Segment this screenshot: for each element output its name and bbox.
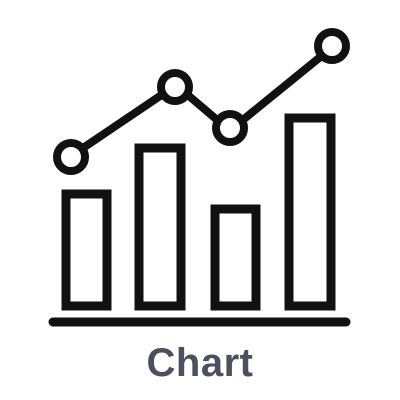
trend-point-4 xyxy=(314,28,350,64)
bar-4 xyxy=(284,113,336,311)
trend-point-1 xyxy=(53,139,89,175)
trend-point-3 xyxy=(212,110,248,146)
trend-segment-2 xyxy=(185,92,220,123)
bar-2 xyxy=(134,143,186,311)
bar-3 xyxy=(210,204,261,311)
trend-point-2 xyxy=(157,69,193,105)
caption-label: Chart xyxy=(146,341,254,385)
trend-segment-3 xyxy=(240,54,323,123)
trend-segment-1 xyxy=(79,92,164,152)
bar-1 xyxy=(61,189,112,311)
